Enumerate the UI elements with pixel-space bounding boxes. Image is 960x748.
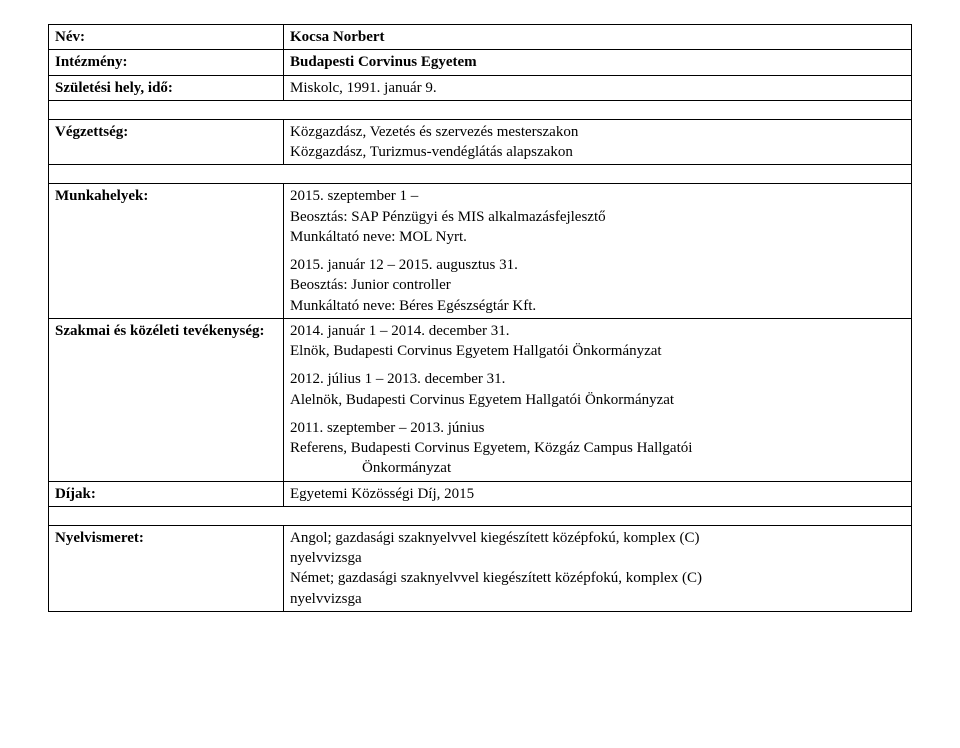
job-2-employer: Munkáltató neve: Béres Egészségtár Kft.	[290, 298, 536, 314]
value-birth: Miskolc, 1991. január 9.	[284, 75, 912, 100]
row-jobs: Munkahelyek: 2015. szeptember 1 – Beoszt…	[49, 184, 912, 319]
job-2-position: Beosztás: Junior controller	[290, 277, 451, 293]
job-1-position: Beosztás: SAP Pénzügyi és MIS alkalmazás…	[290, 209, 606, 225]
row-activities: Szakmai és közéleti tevékenység: 2014. j…	[49, 318, 912, 481]
blank-row	[49, 100, 912, 119]
value-languages: Angol; gazdasági szaknyelvvel kiegészíte…	[284, 525, 912, 611]
label-birth: Születési hely, idő:	[49, 75, 284, 100]
value-activities: 2014. január 1 – 2014. december 31. Elnö…	[284, 318, 912, 481]
label-awards: Díjak:	[49, 481, 284, 506]
value-awards: Egyetemi Közösségi Díj, 2015	[284, 481, 912, 506]
value-education: Közgazdász, Vezetés és szervezés mesters…	[284, 119, 912, 165]
page: Név: Kocsa Norbert Intézmény: Budapesti …	[0, 0, 960, 636]
activity-2-desc: Alelnök, Budapesti Corvinus Egyetem Hall…	[290, 392, 674, 408]
label-institution: Intézmény:	[49, 50, 284, 75]
job-1-dates: 2015. szeptember 1 –	[290, 188, 418, 204]
activity-2: 2012. július 1 – 2013. december 31. Alel…	[290, 369, 905, 410]
label-education: Végzettség:	[49, 119, 284, 165]
row-awards: Díjak: Egyetemi Közösségi Díj, 2015	[49, 481, 912, 506]
row-name: Név: Kocsa Norbert	[49, 25, 912, 50]
activity-1-dates: 2014. január 1 – 2014. december 31.	[290, 323, 510, 339]
value-name: Kocsa Norbert	[284, 25, 912, 50]
label-languages: Nyelvismeret:	[49, 525, 284, 611]
activity-1: 2014. január 1 – 2014. december 31. Elnö…	[290, 321, 905, 362]
row-birth: Születési hely, idő: Miskolc, 1991. janu…	[49, 75, 912, 100]
lang-2b: nyelvvizsga	[290, 591, 362, 607]
blank-row	[49, 506, 912, 525]
activity-3: 2011. szeptember – 2013. június Referens…	[290, 418, 905, 479]
label-activities: Szakmai és közéleti tevékenység:	[49, 318, 284, 481]
job-1-employer: Munkáltató neve: MOL Nyrt.	[290, 229, 467, 245]
row-languages: Nyelvismeret: Angol; gazdasági szaknyelv…	[49, 525, 912, 611]
job-2: 2015. január 12 – 2015. augusztus 31. Be…	[290, 255, 905, 316]
value-jobs: 2015. szeptember 1 – Beosztás: SAP Pénzü…	[284, 184, 912, 319]
lang-2a: Német; gazdasági szaknyelvvel kiegészíte…	[290, 570, 702, 586]
cv-table: Név: Kocsa Norbert Intézmény: Budapesti …	[48, 24, 912, 612]
label-name: Név:	[49, 25, 284, 50]
activity-1-desc: Elnök, Budapesti Corvinus Egyetem Hallga…	[290, 343, 662, 359]
lang-1a: Angol; gazdasági szaknyelvvel kiegészíte…	[290, 530, 699, 546]
job-2-dates: 2015. január 12 – 2015. augusztus 31.	[290, 257, 518, 273]
row-education: Végzettség: Közgazdász, Vezetés és szerv…	[49, 119, 912, 165]
label-jobs: Munkahelyek:	[49, 184, 284, 319]
row-institution: Intézmény: Budapesti Corvinus Egyetem	[49, 50, 912, 75]
activity-3-desc-indent: Önkormányzat	[290, 458, 905, 478]
job-1: 2015. szeptember 1 – Beosztás: SAP Pénzü…	[290, 186, 905, 247]
education-line2: Közgazdász, Turizmus-vendéglátás alapsza…	[290, 144, 573, 160]
activity-3-desc: Referens, Budapesti Corvinus Egyetem, Kö…	[290, 440, 692, 456]
activity-2-dates: 2012. július 1 – 2013. december 31.	[290, 371, 505, 387]
value-institution: Budapesti Corvinus Egyetem	[284, 50, 912, 75]
lang-1b: nyelvvizsga	[290, 550, 362, 566]
activity-3-dates: 2011. szeptember – 2013. június	[290, 420, 484, 436]
blank-row	[49, 165, 912, 184]
education-line1: Közgazdász, Vezetés és szervezés mesters…	[290, 124, 578, 140]
